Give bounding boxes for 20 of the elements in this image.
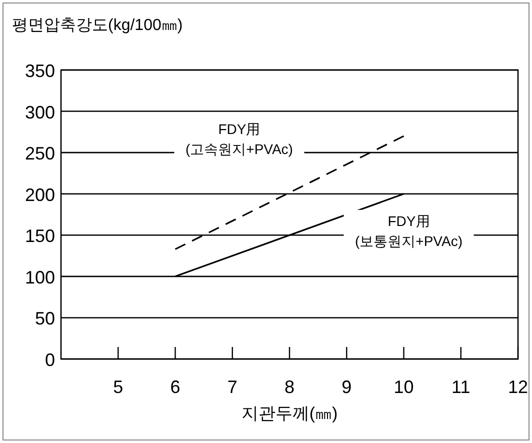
y-tick-label: 150 bbox=[24, 226, 55, 246]
x-tick-label: 11 bbox=[452, 377, 470, 397]
y-tick-label: 200 bbox=[24, 184, 55, 205]
y-tick-label: 100 bbox=[24, 267, 55, 288]
text: FDY用 (고속원지+PVAc) bbox=[185, 121, 293, 158]
y-tick-label: 0 bbox=[44, 350, 55, 370]
x-tick-label: 9 bbox=[342, 377, 352, 397]
x-tick-label: 5 bbox=[113, 377, 124, 397]
y-axis-title: 평면압축강도(kg/100㎜) bbox=[12, 17, 183, 34]
x-tick-label: 10 bbox=[394, 377, 414, 397]
series-label: FDY用 (보통원지+PVAc) bbox=[355, 212, 462, 249]
x-tick-label: 6 bbox=[170, 377, 180, 397]
x-tick-label: 12 bbox=[508, 377, 528, 397]
y-tick-label: 350 bbox=[24, 61, 55, 81]
y-tick-label: 50 bbox=[34, 308, 55, 329]
x-axis-title: 지관두께(㎜) bbox=[241, 404, 338, 423]
y-tick-label: 250 bbox=[24, 144, 55, 164]
x-tick-label: 8 bbox=[284, 377, 295, 397]
y-tick-label: 300 bbox=[24, 102, 55, 122]
x-tick-label: 7 bbox=[227, 377, 238, 397]
